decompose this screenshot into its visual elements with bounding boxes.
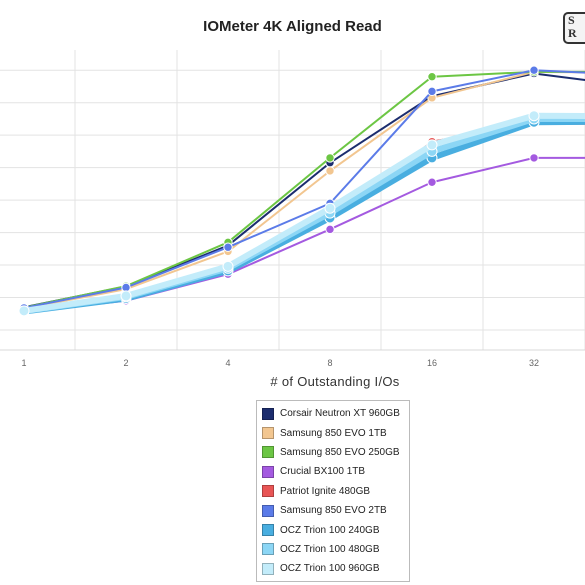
x-tick-label: 1	[21, 358, 26, 368]
x-tick-labels: 1 2 4 8 16 32	[21, 358, 539, 368]
legend-swatch	[262, 562, 274, 575]
series-ocz-trion-100-240gb	[18, 116, 585, 317]
legend-swatch	[262, 485, 274, 498]
series-line	[21, 118, 585, 315]
chart-title: IOMeter 4K Aligned Read	[203, 18, 382, 35]
legend: Corsair Neutron XT 960GB Samsung 850 EVO …	[256, 400, 410, 582]
series-ocz-trion-100-960gb	[18, 110, 585, 317]
x-tick-label: 2	[123, 358, 128, 368]
series-samsung-850-evo-250gb	[19, 67, 585, 313]
legend-item: Crucial BX100 1TB	[257, 462, 409, 481]
series-patriot-ignite-480gb	[19, 119, 585, 316]
data-point	[325, 153, 335, 163]
data-point	[528, 110, 540, 122]
legend-label: Samsung 850 EVO 2TB	[280, 505, 387, 517]
legend-item: OCZ Trion 100 480GB	[257, 540, 409, 559]
legend-swatch	[262, 465, 274, 478]
legend-label: OCZ Trion 100 240GB	[280, 524, 380, 536]
legend-label: OCZ Trion 100 960GB	[280, 563, 380, 575]
legend-swatch	[262, 427, 274, 440]
data-point	[529, 65, 539, 75]
legend-item: Patriot Ignite 480GB	[257, 482, 409, 501]
legend-label: OCZ Trion 100 480GB	[280, 543, 380, 555]
data-point	[222, 260, 234, 272]
legend-label: Samsung 850 EVO 250GB	[280, 446, 400, 458]
legend-item: Samsung 850 EVO 1TB	[257, 423, 409, 442]
legend-label: Crucial BX100 1TB	[280, 466, 366, 478]
line-chart: 1 2 4 8 16 32	[0, 50, 585, 368]
legend-item: Samsung 850 EVO 250GB	[257, 443, 409, 462]
data-point	[223, 242, 233, 252]
series-line	[23, 122, 585, 313]
data-point	[427, 177, 437, 187]
x-tick-label: 32	[529, 358, 539, 368]
legend-item: Corsair Neutron XT 960GB	[257, 404, 409, 423]
data-point	[121, 282, 131, 293]
series-line	[23, 70, 585, 310]
data-point	[427, 86, 437, 97]
series-lines	[18, 65, 585, 317]
legend-label: Corsair Neutron XT 960GB	[280, 408, 400, 420]
legend-label: Samsung 850 EVO 1TB	[280, 427, 387, 439]
legend-label: Patriot Ignite 480GB	[280, 485, 371, 497]
legend-swatch	[262, 446, 274, 459]
data-point	[325, 166, 335, 176]
legend-swatch	[262, 504, 274, 517]
series-line	[23, 69, 585, 309]
legend-item: OCZ Trion 100 960GB	[257, 559, 409, 578]
data-point	[529, 153, 539, 163]
data-point	[324, 202, 336, 214]
legend-swatch	[262, 407, 274, 420]
legend-item: Samsung 850 EVO 2TB	[257, 501, 409, 520]
legend-item: OCZ Trion 100 240GB	[257, 520, 409, 539]
grid	[0, 50, 585, 351]
series-line	[23, 70, 585, 309]
legend-swatch	[262, 543, 274, 556]
data-point	[325, 224, 335, 235]
x-tick-label: 8	[327, 358, 332, 368]
data-point	[426, 139, 438, 151]
data-point	[120, 290, 132, 302]
data-point	[18, 305, 30, 317]
series-samsung-850-evo-1tb	[19, 67, 585, 314]
x-tick-label: 16	[427, 358, 437, 368]
x-tick-label: 4	[225, 358, 230, 368]
series-line	[23, 156, 585, 313]
x-axis-label: # of Outstanding I/Os	[270, 374, 400, 389]
legend-swatch	[262, 524, 274, 537]
data-point	[427, 72, 437, 82]
series-corsair-neutron-xt-960gb	[19, 68, 585, 312]
